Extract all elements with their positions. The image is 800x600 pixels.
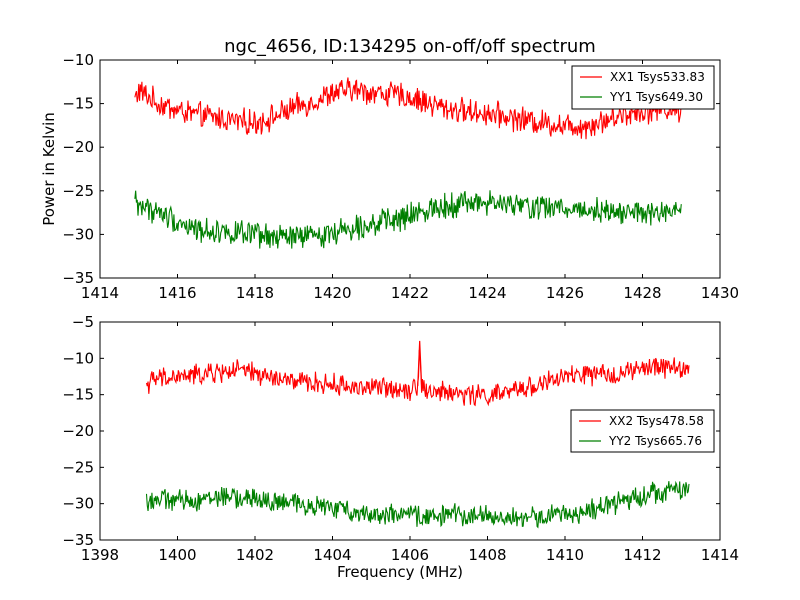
x-tick-label-1-5: 1408: [468, 546, 506, 564]
series-line-1-1: [145, 480, 690, 529]
bottom-panel: 1398 1400 1402 1404 1406 1408 1410 1412 1414 −35 −…: [62, 313, 739, 581]
y-axis-label-0: Power in Kelvin: [40, 112, 58, 226]
x-tick-label-0-2: 1418: [236, 284, 274, 302]
legend-box-1: [570, 409, 715, 453]
y-tick-label-0-2: −25: [62, 182, 94, 200]
legend-label-1-1: YY2 Tsys665.76: [608, 434, 702, 448]
x-axis-label-1: Frequency (MHz): [337, 563, 463, 581]
x-tick-label-0-5: 1424: [468, 284, 506, 302]
y-tick-label-1-2: −25: [62, 458, 94, 476]
x-tick-label-0-3: 1420: [313, 284, 351, 302]
x-tick-label-1-0: 1398: [81, 546, 119, 564]
series-spike-1-0: [417, 340, 423, 386]
y-tick-label-1-6: −5: [72, 313, 94, 331]
x-tick-label-0-7: 1428: [623, 284, 661, 302]
y-tick-label-0-0: −35: [62, 269, 94, 287]
x-tick-label-1-3: 1404: [313, 546, 351, 564]
y-tick-label-0-1: −30: [62, 225, 94, 243]
y-tick-label-0-5: −10: [62, 51, 94, 69]
x-tick-label-1-6: 1410: [546, 546, 584, 564]
legend-label-0-0: XX1 Tsys533.83: [610, 70, 705, 84]
legend-label-0-1: YY1 Tsys649.30: [609, 90, 703, 104]
y-tick-label-1-0: −35: [62, 531, 94, 549]
x-tick-label-0-0: 1414: [81, 284, 119, 302]
series-line-0-0: [134, 77, 682, 140]
x-tick-label-0-6: 1426: [546, 284, 584, 302]
x-tick-label-0-1: 1416: [158, 284, 196, 302]
x-tick-label-1-4: 1406: [391, 546, 429, 564]
y-tick-label-0-3: −20: [62, 138, 94, 156]
x-tick-label-0-4: 1422: [391, 284, 429, 302]
top-panel: 1414 1416 1418 1420 1422 1424 1426 1428 1430 −35 −…: [40, 51, 739, 302]
x-tick-label-0-8: 1430: [701, 284, 739, 302]
y-tick-label-0-4: −15: [62, 95, 94, 113]
legend-1: XX2 Tsys478.58 YY2 Tsys665.76: [570, 409, 715, 453]
x-tick-label-1-2: 1402: [236, 546, 274, 564]
y-tick-label-1-5: −10: [62, 349, 94, 367]
x-tick-label-1-8: 1414: [701, 546, 739, 564]
y-tick-label-1-4: −15: [62, 386, 94, 404]
series-line-0-1: [134, 190, 682, 249]
legend-label-1-0: XX2 Tsys478.58: [609, 414, 704, 428]
y-tick-label-1-3: −20: [62, 422, 94, 440]
y-tick-label-1-1: −30: [62, 495, 94, 513]
x-tick-label-1-1: 1400: [158, 546, 196, 564]
x-tick-label-1-7: 1412: [623, 546, 661, 564]
legend-box-0: [571, 65, 715, 110]
chart-title: ngc_4656, ID:134295 on-off/off spectrum: [224, 36, 596, 57]
legend-0: XX1 Tsys533.83 YY1 Tsys649.30: [571, 65, 715, 110]
